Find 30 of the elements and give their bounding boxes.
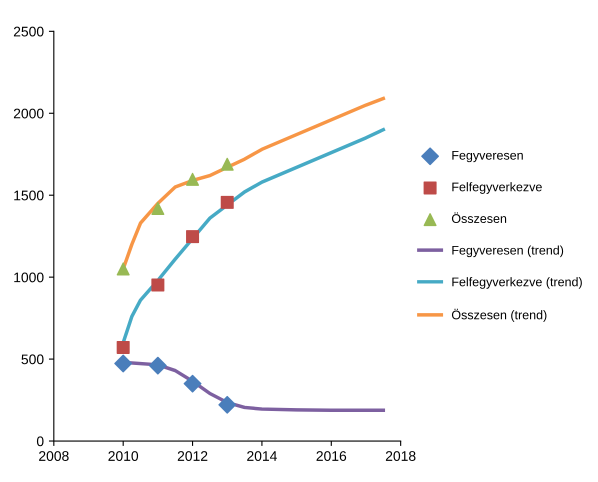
legend-label: Felfegyverkezve — [452, 182, 542, 194]
point — [116, 262, 130, 276]
point — [186, 172, 200, 186]
point — [151, 278, 164, 292]
point — [114, 354, 132, 372]
point — [184, 374, 202, 393]
x-tick-label: 2010 — [108, 451, 138, 461]
point — [218, 396, 236, 414]
legend-label: Fegyveresen (trend) — [452, 245, 564, 258]
point — [116, 340, 130, 354]
point — [186, 230, 200, 244]
x-tick-label: 2008 — [39, 451, 69, 461]
x-tick-label: 2012 — [178, 451, 208, 461]
legend-label: Fegyveresen — [452, 150, 523, 162]
point — [220, 158, 234, 171]
point — [220, 196, 234, 209]
point — [148, 356, 167, 375]
x-tick-label: 2016 — [316, 451, 346, 461]
y-tick-label: 1000 — [14, 272, 44, 282]
y-tick-label: 0 — [36, 436, 44, 446]
y-tick-label: 1500 — [14, 190, 44, 200]
legend-label: Felfegyverkezve (trend) — [452, 277, 582, 289]
x-tick-label: 2018 — [386, 451, 416, 461]
legend-label: Összesen — [452, 212, 506, 224]
point — [151, 202, 164, 215]
y-tick-label: 500 — [21, 354, 44, 364]
x-tick-label: 2014 — [247, 451, 277, 461]
legend-label: Összesen (trend) — [452, 308, 546, 322]
y-tick-label: 2500 — [14, 26, 44, 36]
y-tick-label: 2000 — [14, 108, 44, 118]
